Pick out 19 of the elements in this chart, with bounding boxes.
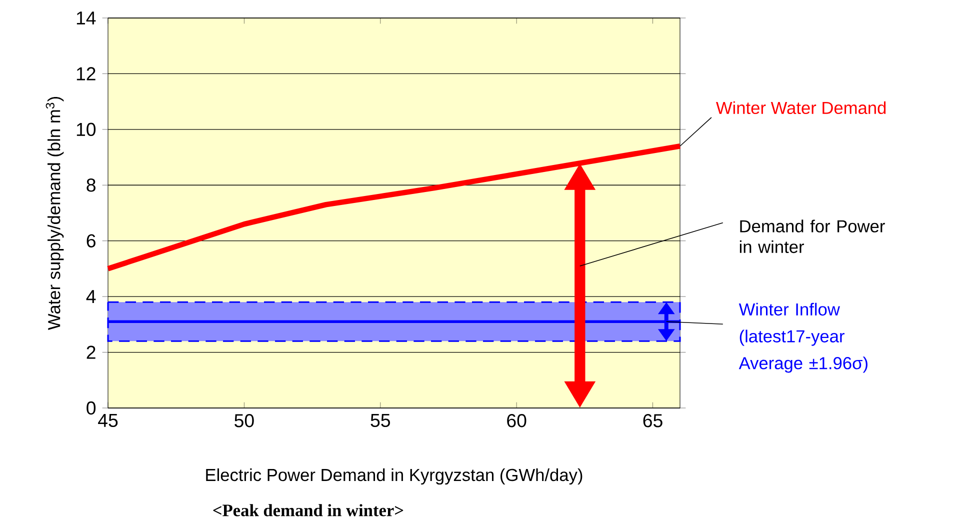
x-tick-label: 60	[507, 414, 526, 428]
y-tick-label: 6	[86, 234, 96, 248]
y-axis-title: Water supply/demand (bln m$^{3}$)	[46, 97, 64, 330]
text: Demand for Power in winter	[740, 220, 885, 254]
y-tick-label: 10	[76, 122, 96, 136]
annotation: Winter Water Demand	[716, 101, 886, 114]
x-axis-title: Electric Power Demand in Kyrgyzstan (GWh/day)	[206, 468, 582, 485]
x-tick-label: 55	[370, 414, 390, 428]
annotation: Winter Inflow (latest17-year Average ±1.96σ)	[738, 302, 868, 373]
text: <Peak demand in winter>	[213, 504, 404, 516]
x-tick-label: 65	[643, 414, 662, 428]
y-tick-label: 4	[86, 290, 96, 303]
y-tick-label: 14	[76, 12, 96, 24]
y-tick-label: 12	[76, 67, 96, 80]
x-tick-label: 50	[234, 414, 254, 428]
y-tick-label: 0	[86, 401, 96, 415]
y-tick-label: 2	[86, 346, 96, 359]
x-tick-label: 45	[98, 414, 118, 428]
y-tick-label: 8	[86, 178, 96, 192]
